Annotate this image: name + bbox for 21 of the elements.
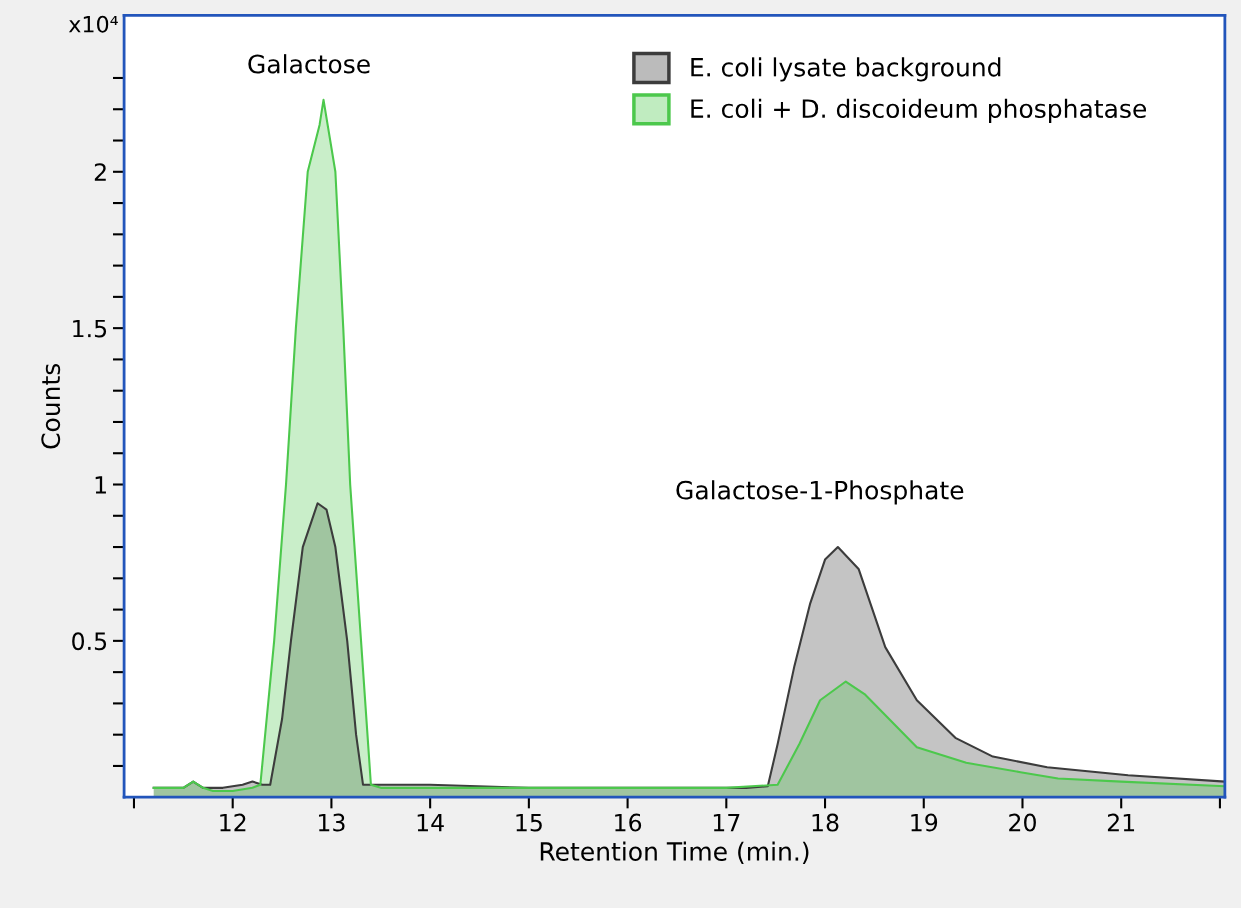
x-tick-label: 21	[1107, 813, 1135, 832]
x-tick-label: 16	[615, 813, 642, 832]
x-tick-label: 15	[516, 813, 542, 832]
annotation: Galactose-1-Phosphate	[676, 480, 964, 505]
x-tick-label: 19	[911, 813, 938, 832]
y-tick-label: 2	[94, 163, 106, 181]
annotation: Galactose	[248, 54, 370, 74]
legend-label: E. coli + D. discoideum phosphatase	[691, 98, 1146, 123]
x-tick-label: 17	[713, 813, 740, 832]
y-tick-label: 0.5	[72, 632, 107, 651]
x-tick-label: 14	[417, 813, 444, 832]
x-tick-label: 20	[1009, 813, 1036, 832]
legend-label: E. coli lysate background	[691, 57, 1001, 82]
x-tick-label: 18	[812, 813, 839, 832]
x-tick-label: 12	[220, 813, 246, 832]
y-tick-label: 1	[95, 476, 106, 494]
y-axis-title: Counts	[41, 363, 61, 449]
y-tick-label: 1.5	[73, 319, 107, 338]
text: x10⁴	[68, 15, 118, 33]
x-tick-label: 13	[318, 813, 345, 832]
x-axis-title: Retention Time (min.)	[540, 841, 809, 864]
